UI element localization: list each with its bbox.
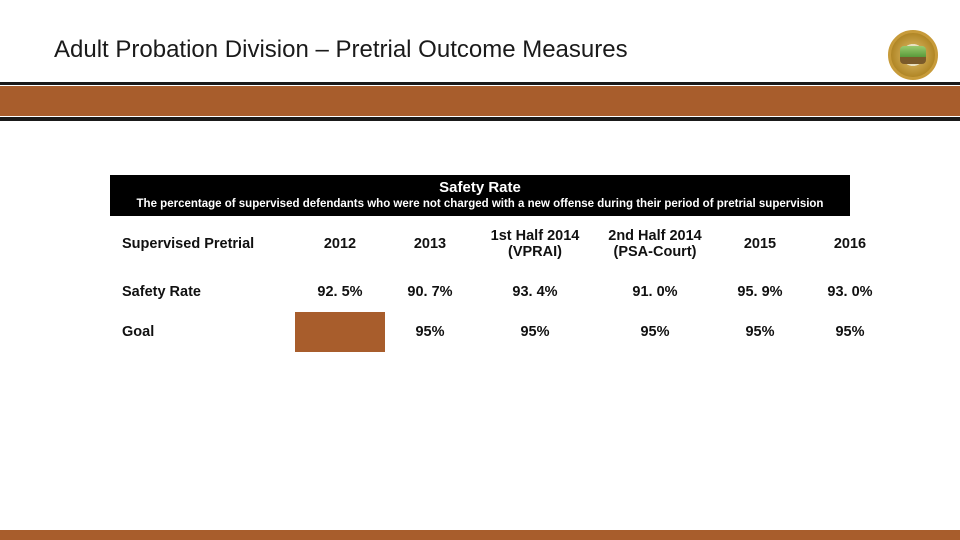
table-banner: Safety Rate The percentage of supervised… [110, 175, 850, 216]
table-row: Goal 95% 95% 95% 95% 95% [110, 312, 895, 352]
cell: 95. 9% [715, 272, 805, 312]
footer-band [0, 530, 960, 540]
county-seal-icon [888, 30, 938, 80]
seal-inner-icon [900, 46, 926, 64]
slide: Adult Probation Division – Pretrial Outc… [0, 0, 960, 540]
col-header-2015: 2015 [715, 216, 805, 272]
cell: 90. 7% [385, 272, 475, 312]
col-header-h1-2014: 1st Half 2014 (VPRAI) [475, 216, 595, 272]
cell: 92. 5% [295, 272, 385, 312]
cell: 95% [715, 312, 805, 352]
cell: 93. 0% [805, 272, 895, 312]
table-banner-subtitle: The percentage of supervised defendants … [116, 196, 844, 212]
col-header-2012: 2012 [295, 216, 385, 272]
page-title: Adult Probation Division – Pretrial Outc… [54, 36, 628, 64]
content: Safety Rate The percentage of supervised… [110, 175, 850, 352]
safety-rate-table: Supervised Pretrial 2012 2013 1st Half 2… [110, 216, 895, 352]
header-divider-bottom [0, 117, 960, 121]
cell: 91. 0% [595, 272, 715, 312]
table-banner-title: Safety Rate [116, 179, 844, 196]
cell: 95% [475, 312, 595, 352]
row-label: Goal [110, 312, 295, 352]
row-label: Safety Rate [110, 272, 295, 312]
table-header-row: Supervised Pretrial 2012 2013 1st Half 2… [110, 216, 895, 272]
col-header-h2-2014: 2nd Half 2014 (PSA-Court) [595, 216, 715, 272]
cell-blank [295, 312, 385, 352]
header: Adult Probation Division – Pretrial Outc… [0, 0, 960, 100]
cell: 95% [805, 312, 895, 352]
cell: 95% [385, 312, 475, 352]
header-divider-top [0, 82, 960, 85]
col-header-2013: 2013 [385, 216, 475, 272]
cell: 95% [595, 312, 715, 352]
col-header-label: Supervised Pretrial [110, 216, 295, 272]
table-row: Safety Rate 92. 5% 90. 7% 93. 4% 91. 0% … [110, 272, 895, 312]
cell: 93. 4% [475, 272, 595, 312]
col-header-2016: 2016 [805, 216, 895, 272]
header-band [0, 86, 960, 116]
